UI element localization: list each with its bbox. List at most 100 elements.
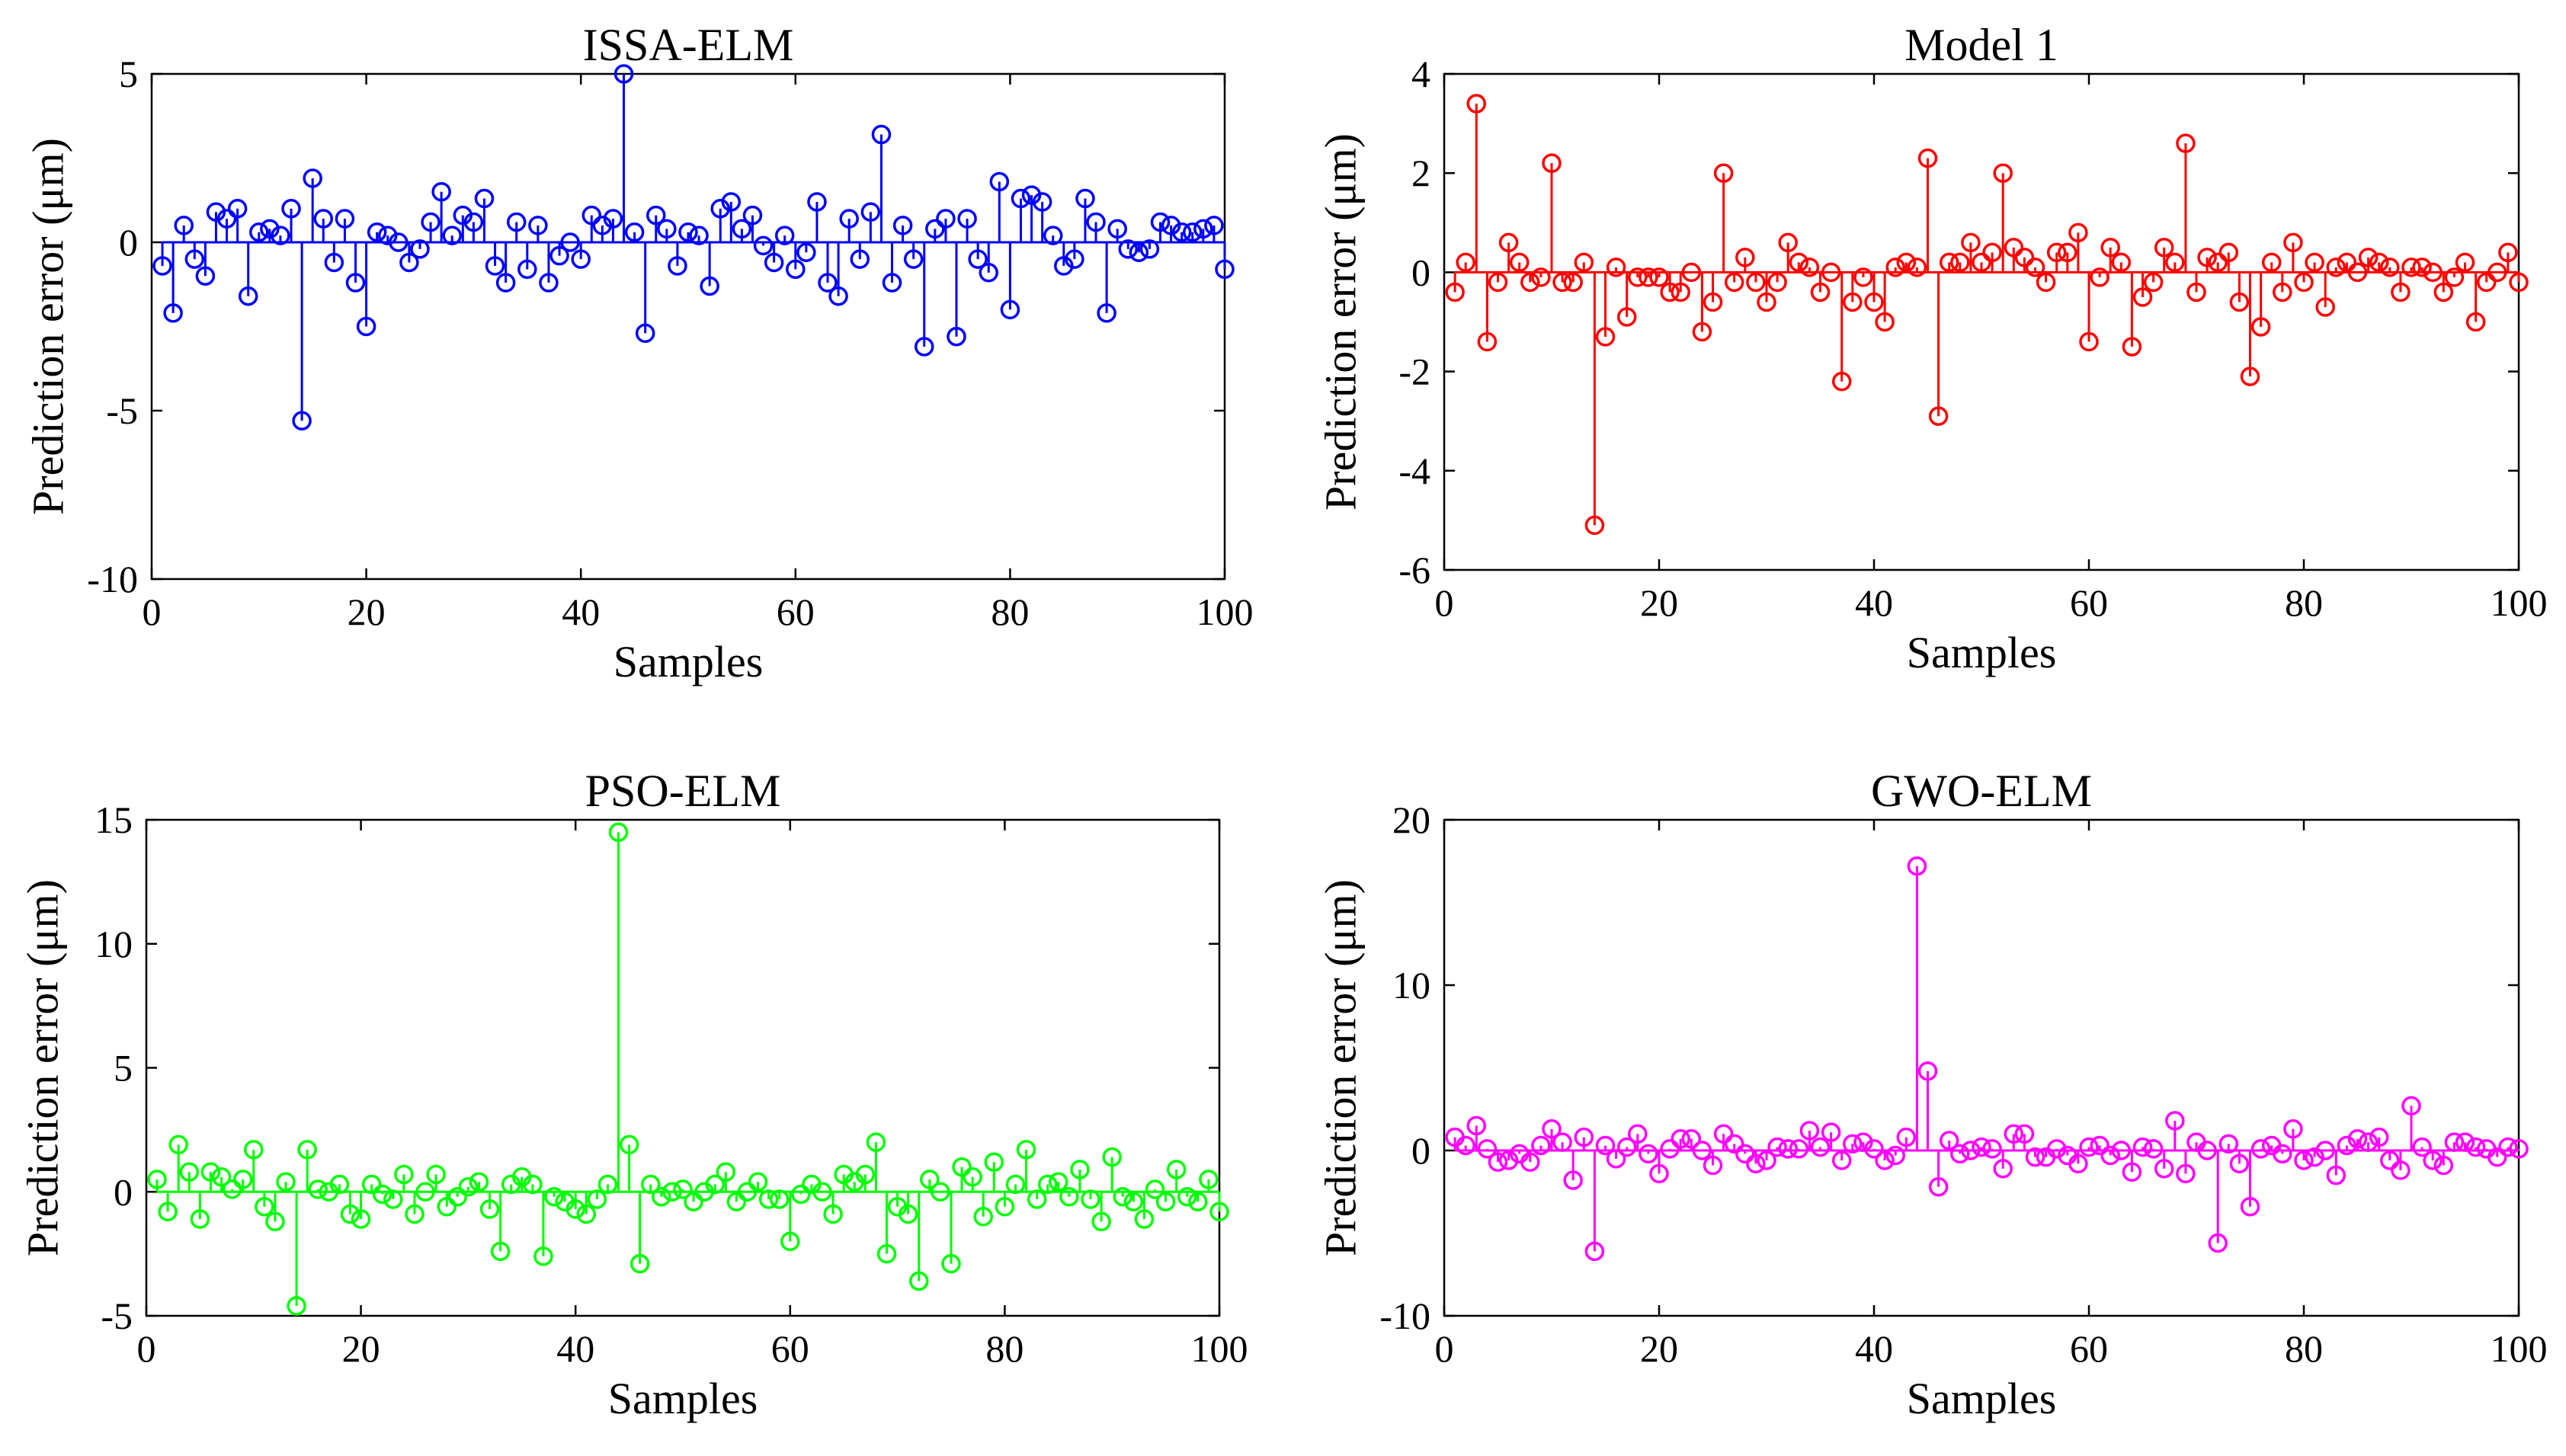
data-point [1982, 242, 2002, 263]
data-point [190, 1209, 210, 1229]
data-point [469, 1172, 489, 1192]
data-point [2068, 1154, 2088, 1174]
data-point [1746, 272, 1766, 293]
data-point [163, 303, 183, 323]
x-axis-label: Samples [1907, 1374, 2057, 1423]
data-point [1628, 267, 1648, 287]
data-point [892, 216, 913, 235]
data-point [850, 249, 870, 269]
data-point [287, 1296, 306, 1316]
data-point [1070, 1160, 1090, 1179]
data-point [678, 222, 698, 242]
data-point [2401, 1096, 2421, 1116]
data-point [1037, 1174, 1058, 1195]
data-point [442, 226, 462, 245]
data-point [2165, 252, 2185, 273]
data-point [764, 252, 784, 273]
data-point [1757, 292, 1776, 312]
data-point [238, 286, 258, 306]
data-point [2444, 1132, 2465, 1152]
x-tick-label: 0 [137, 1327, 156, 1370]
data-point [903, 249, 924, 269]
data-point [1520, 272, 1540, 293]
data-point [410, 239, 430, 259]
data-point [1477, 331, 1498, 352]
data-point [1520, 1152, 1540, 1172]
data-point [909, 1271, 929, 1291]
x-tick-label: 20 [342, 1327, 380, 1370]
data-point [179, 1162, 200, 1182]
data-point [860, 202, 881, 222]
data-point [195, 266, 216, 286]
data-point [1735, 248, 1755, 267]
data-point [2046, 242, 2067, 263]
y-tick-label: 20 [1392, 798, 1430, 841]
data-point [839, 209, 859, 229]
data-point [1703, 292, 1723, 312]
data-point [1821, 262, 1841, 283]
data-point [2122, 337, 2142, 357]
data-point [1703, 1155, 1723, 1176]
data-point [147, 1170, 167, 1189]
data-point [662, 1182, 682, 1202]
data-point [2208, 252, 2228, 273]
data-point [2488, 262, 2507, 283]
data-point [2337, 252, 2357, 273]
data-point [2218, 242, 2239, 263]
data-point [1671, 1129, 1690, 1149]
y-tick-label: 0 [1411, 251, 1430, 293]
data-point [1939, 252, 1959, 273]
data-point [2218, 1134, 2239, 1154]
data-point [1552, 272, 1572, 293]
data-point [1767, 1137, 1787, 1157]
data-point [641, 1174, 661, 1195]
data-point [2068, 222, 2088, 243]
x-tick-label: 0 [143, 590, 162, 633]
data-point [200, 1162, 221, 1182]
data-point [1011, 188, 1031, 209]
panel-pso-elm: 0 20 40 60 80 100-5051015PSO-ELMSamplesPredic… [18, 766, 1248, 1423]
data-point [898, 1204, 918, 1224]
data-point [1498, 1150, 1519, 1170]
data-point [2208, 1233, 2228, 1253]
data-point [1199, 1170, 1219, 1189]
data-point [973, 1207, 993, 1227]
data-point [1799, 258, 1820, 277]
data-point [1129, 242, 1149, 263]
data-point [1563, 272, 1583, 293]
data-point [571, 249, 591, 269]
data-point [2100, 1145, 2120, 1166]
data-point [324, 252, 344, 273]
y-tick-label: 10 [1392, 964, 1430, 1006]
data-point [646, 205, 666, 226]
chart-title: PSO-ELM [585, 766, 781, 816]
data-point [1649, 1163, 1669, 1184]
data-point [2347, 262, 2368, 283]
data-point [603, 209, 623, 229]
data-point [1183, 222, 1203, 242]
data-point [1928, 1176, 1949, 1197]
data-point [689, 226, 709, 245]
data-point [1574, 1127, 1594, 1147]
data-point [1831, 371, 1852, 392]
data-point [753, 235, 774, 256]
data-point [2455, 1132, 2475, 1152]
data-point [855, 1164, 876, 1185]
data-point [2326, 258, 2347, 277]
data-point [2176, 1163, 2196, 1184]
data-point [174, 216, 194, 235]
data-point [2046, 1139, 2067, 1159]
data-point [399, 252, 419, 273]
data-point [2036, 272, 2056, 293]
data-point [1692, 1141, 1712, 1160]
data-point [2176, 133, 2196, 153]
data-point [2261, 252, 2282, 273]
data-point [1810, 282, 1831, 302]
data-point [271, 226, 290, 245]
data-point [517, 259, 537, 280]
data-point [936, 209, 956, 229]
data-point [871, 124, 892, 145]
data-point [211, 1166, 232, 1187]
data-point [367, 222, 387, 242]
y-tick-label: -10 [1379, 1294, 1430, 1337]
